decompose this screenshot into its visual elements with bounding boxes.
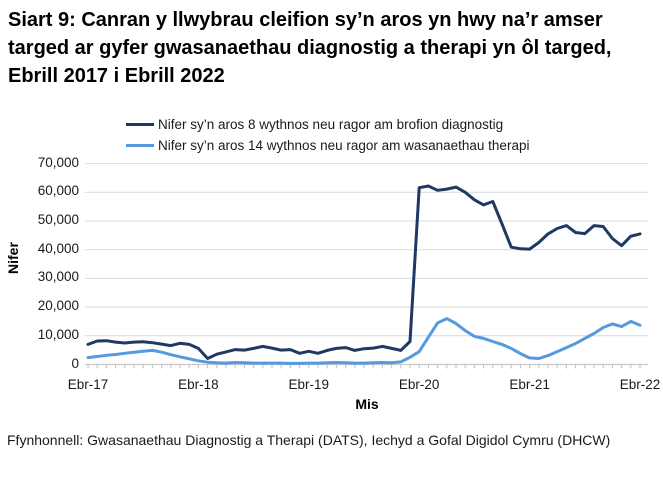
- legend-label-therapi: Nifer sy’n aros 14 wythnos neu ragor am …: [158, 138, 530, 153]
- legend: Nifer sy’n aros 8 wythnos neu ragor am b…: [126, 114, 529, 156]
- y-axis-tick-label: 60,000: [37, 183, 79, 199]
- legend-line-swatch-dark-blue: [126, 123, 154, 126]
- series-line-therapi: [86, 317, 642, 365]
- legend-line-swatch-light-blue: [126, 144, 154, 147]
- legend-item-diagnostig: Nifer sy’n aros 8 wythnos neu ragor am b…: [126, 114, 529, 135]
- y-axis-tick-label: 0: [71, 355, 79, 371]
- x-axis-tick-label: Ebr-18: [178, 377, 219, 392]
- legend-item-therapi: Nifer sy’n aros 14 wythnos neu ragor am …: [126, 135, 529, 156]
- y-axis-tick-label: 70,000: [37, 154, 79, 170]
- y-axis-tick-label: 20,000: [37, 298, 79, 314]
- x-axis-tick-label: Ebr-21: [509, 377, 550, 392]
- x-axis-tick-label: Ebr-19: [288, 377, 330, 392]
- y-axis-tick-label: 10,000: [37, 326, 79, 342]
- series-line-diagnostig: [86, 184, 642, 360]
- source-note: Ffynhonnell: Gwasanaethau Diagnostig a T…: [7, 432, 611, 448]
- y-axis-tick-label: 40,000: [37, 240, 79, 256]
- x-axis-tick-label: Ebr-17: [67, 377, 109, 392]
- x-axis-tick-label: Ebr-20: [398, 377, 440, 392]
- x-axis-title: Mis: [355, 396, 379, 412]
- y-axis-tick-label: 30,000: [37, 269, 79, 285]
- legend-label-diagnostig: Nifer sy’n aros 8 wythnos neu ragor am b…: [158, 117, 504, 132]
- x-axis-tick-label: Ebr-22: [619, 377, 661, 392]
- chart-title: Siart 9: Canran y llwybrau cleifion sy’n…: [8, 9, 612, 87]
- y-axis-tick-label: 50,000: [37, 212, 79, 227]
